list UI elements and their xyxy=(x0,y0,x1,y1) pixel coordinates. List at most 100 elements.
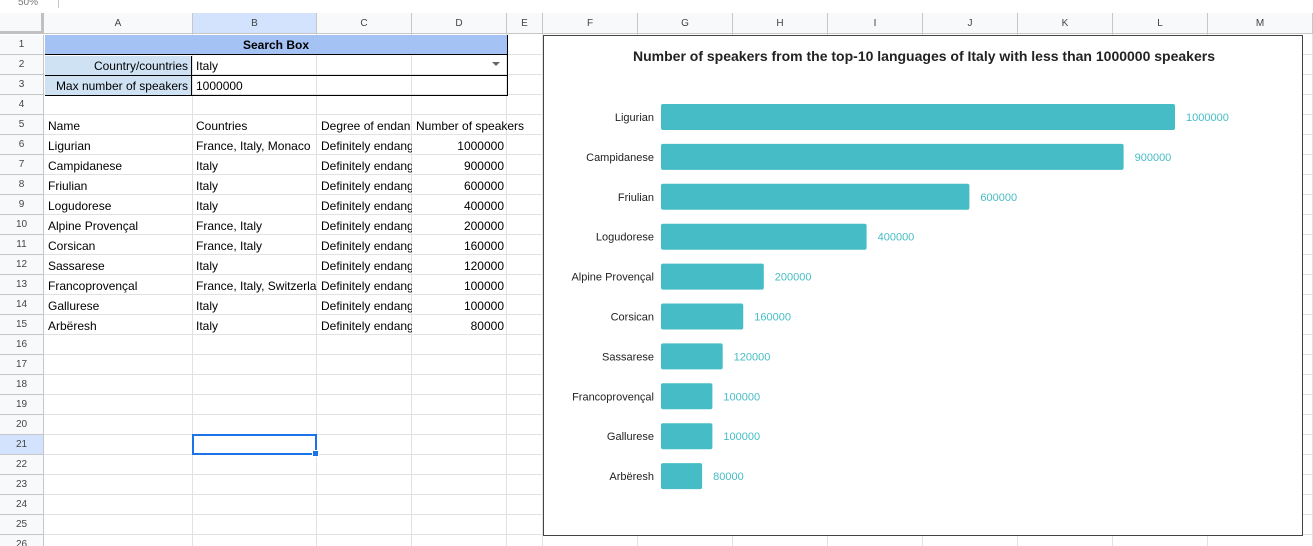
column-header-g[interactable]: G xyxy=(638,13,733,34)
column-header-b[interactable]: B xyxy=(193,13,317,34)
table-cell[interactable]: Francoprovençal xyxy=(48,279,138,293)
column-header-k[interactable]: K xyxy=(1018,13,1113,34)
grid-column-line xyxy=(316,34,317,546)
row-header-15[interactable]: 15 xyxy=(0,315,44,335)
table-cell[interactable]: Gallurese xyxy=(48,299,100,313)
column-header-c[interactable]: C xyxy=(317,13,412,34)
table-cell[interactable]: 400000 xyxy=(463,199,504,213)
table-header-cell[interactable]: Countries xyxy=(196,119,248,133)
row-header-11[interactable]: 11 xyxy=(0,235,44,255)
table-header-cell[interactable]: Number of speakers xyxy=(416,119,525,133)
column-header-d[interactable]: D xyxy=(412,13,507,34)
column-header-j[interactable]: J xyxy=(923,13,1018,34)
chart-value-label: 100000 xyxy=(723,431,760,443)
bar-chart[interactable]: Number of speakers from the top-10 langu… xyxy=(543,35,1303,536)
row-header-13[interactable]: 13 xyxy=(0,275,44,295)
row-header-10[interactable]: 10 xyxy=(0,215,44,235)
table-cell[interactable]: Corsican xyxy=(48,239,96,253)
table-cell[interactable]: Ligurian xyxy=(48,139,91,153)
table-cell[interactable]: France, Italy xyxy=(196,239,263,253)
table-header-cell[interactable]: Name xyxy=(48,119,81,133)
table-cell[interactable]: 100000 xyxy=(463,299,504,313)
column-header-h[interactable]: H xyxy=(733,13,828,34)
table-cell[interactable]: France, Italy, Monaco xyxy=(196,139,311,153)
table-cell[interactable]: Italy xyxy=(196,199,219,213)
row-header-17[interactable]: 17 xyxy=(0,355,44,375)
country-select[interactable]: Italy xyxy=(193,56,508,76)
grid-column-line xyxy=(411,34,412,546)
table-cell[interactable]: Sassarese xyxy=(48,259,105,273)
row-header-19[interactable]: 19 xyxy=(0,395,44,415)
table-cell[interactable]: 160000 xyxy=(463,239,504,253)
table-cell[interactable]: 120000 xyxy=(463,259,504,273)
chevron-down-icon[interactable] xyxy=(492,62,500,66)
row-header-23[interactable]: 23 xyxy=(0,475,44,495)
row-header-20[interactable]: 20 xyxy=(0,415,44,435)
fill-handle[interactable] xyxy=(312,450,319,457)
table-cell[interactable]: Definitely endang xyxy=(321,299,412,313)
chart-bar xyxy=(661,183,970,210)
table-cell[interactable]: Definitely endang xyxy=(321,179,412,193)
table-cell[interactable]: 1000000 xyxy=(457,139,504,153)
max-speakers-input[interactable]: 1000000 xyxy=(193,76,508,96)
column-header-a[interactable]: A xyxy=(44,13,193,34)
name-box[interactable]: 50% xyxy=(18,0,39,8)
row-header-2[interactable]: 2 xyxy=(0,55,44,75)
row-header-16[interactable]: 16 xyxy=(0,335,44,355)
row-header-26[interactable]: 26 xyxy=(0,535,44,546)
table-cell[interactable]: Italy xyxy=(196,299,219,313)
table-cell[interactable]: Italy xyxy=(196,159,219,173)
column-header-m[interactable]: M xyxy=(1208,13,1313,34)
row-header-6[interactable]: 6 xyxy=(0,135,44,155)
table-cell[interactable]: 600000 xyxy=(463,179,504,193)
row-header-3[interactable]: 3 xyxy=(0,75,44,95)
row-header-1[interactable]: 1 xyxy=(0,35,44,55)
table-cell[interactable]: Italy xyxy=(196,319,219,333)
column-header-i[interactable]: I xyxy=(828,13,923,34)
row-header-25[interactable]: 25 xyxy=(0,515,44,535)
table-cell[interactable]: Definitely endang xyxy=(321,259,412,273)
selected-cell[interactable] xyxy=(192,434,317,455)
select-all-corner[interactable] xyxy=(0,13,44,34)
table-cell[interactable]: Definitely endang xyxy=(321,219,412,233)
table-cell[interactable]: 100000 xyxy=(463,279,504,293)
table-cell[interactable]: Logudorese xyxy=(48,199,112,213)
table-cell[interactable]: Definitely endang xyxy=(321,279,412,293)
column-header-e[interactable]: E xyxy=(507,13,543,34)
row-header-14[interactable]: 14 xyxy=(0,295,44,315)
column-header-f[interactable]: F xyxy=(543,13,638,34)
table-cell[interactable]: Italy xyxy=(196,179,219,193)
chart-value-label: 400000 xyxy=(878,232,915,244)
table-header-cell[interactable]: Degree of endan xyxy=(321,119,411,133)
row-header-8[interactable]: 8 xyxy=(0,175,44,195)
row-header-24[interactable]: 24 xyxy=(0,495,44,515)
table-cell[interactable]: Definitely endang xyxy=(321,199,412,213)
table-cell[interactable]: Campidanese xyxy=(48,159,123,173)
row-header-4[interactable]: 4 xyxy=(0,95,44,115)
row-header-5[interactable]: 5 xyxy=(0,115,44,135)
row-header-21[interactable]: 21 xyxy=(0,435,44,455)
row-header-18[interactable]: 18 xyxy=(0,375,44,395)
row-header-12[interactable]: 12 xyxy=(0,255,44,275)
search-box-bottom-border xyxy=(45,95,508,96)
row-header-7[interactable]: 7 xyxy=(0,155,44,175)
table-cell[interactable]: 900000 xyxy=(463,159,504,173)
column-header-l[interactable]: L xyxy=(1113,13,1208,34)
row-header-9[interactable]: 9 xyxy=(0,195,44,215)
chart-bar xyxy=(661,263,764,290)
table-cell[interactable]: Arbëresh xyxy=(48,319,97,333)
table-cell[interactable]: France, Italy xyxy=(196,219,263,233)
table-cell[interactable]: 200000 xyxy=(463,219,504,233)
table-cell[interactable]: Definitely endang xyxy=(321,139,412,153)
table-cell[interactable]: Definitely endang xyxy=(321,239,412,253)
table-cell[interactable]: France, Italy, Switzerla xyxy=(196,279,317,293)
chart-bar xyxy=(661,143,1124,170)
table-cell[interactable]: Italy xyxy=(196,259,219,273)
table-cell[interactable]: Friulian xyxy=(48,179,88,193)
table-cell[interactable]: Alpine Provençal xyxy=(48,219,139,233)
row-header-22[interactable]: 22 xyxy=(0,455,44,475)
table-cell[interactable]: 80000 xyxy=(470,319,504,333)
search-box-divider xyxy=(45,75,508,76)
table-cell[interactable]: Definitely endang xyxy=(321,319,412,333)
table-cell[interactable]: Definitely endang xyxy=(321,159,412,173)
